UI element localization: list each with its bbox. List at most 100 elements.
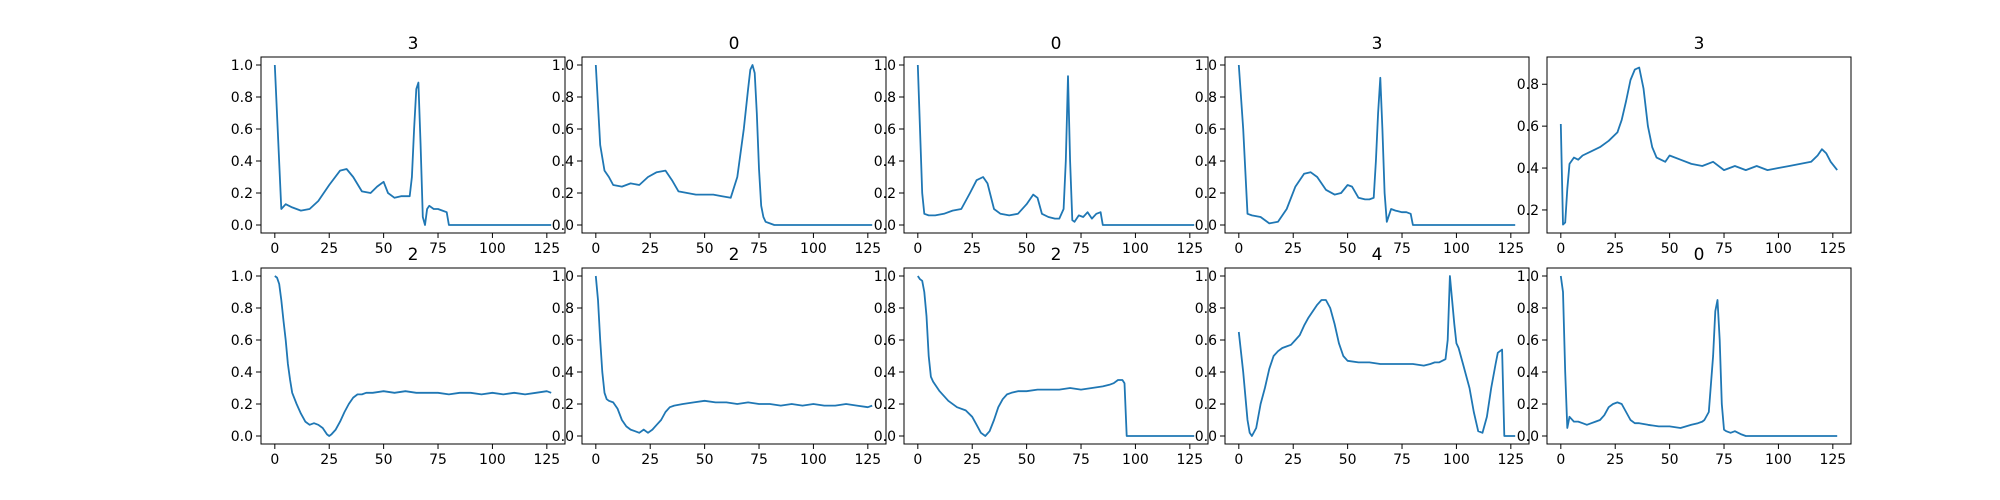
y-tick-label: 0.0 xyxy=(552,218,574,234)
x-tick-label: 50 xyxy=(375,452,393,468)
x-tick-label: 25 xyxy=(1284,452,1302,468)
y-tick-label: 1.0 xyxy=(231,269,253,285)
x-tick-label: 125 xyxy=(1497,452,1524,468)
series-line xyxy=(594,64,873,226)
y-tick-label: 0.8 xyxy=(1195,90,1217,106)
x-tick-label: 75 xyxy=(1072,241,1090,257)
subplot-title: 3 xyxy=(1694,34,1705,54)
y-tick-label: 0.2 xyxy=(1517,397,1539,413)
x-tick-label: 50 xyxy=(1339,241,1357,257)
x-tick-label: 75 xyxy=(429,452,447,468)
x-tick-label: 125 xyxy=(533,241,560,257)
x-tick-label: 100 xyxy=(1765,452,1792,468)
y-tick-label: 0.2 xyxy=(874,397,896,413)
y-tick-label: 1.0 xyxy=(231,58,253,74)
y-tick-label: 0.2 xyxy=(552,397,574,413)
y-tick-label: 0.2 xyxy=(1195,186,1217,202)
x-tick-label: 25 xyxy=(1606,452,1624,468)
x-tick-label: 75 xyxy=(429,241,447,257)
subplot-title: 2 xyxy=(408,245,419,265)
y-tick-label: 0.8 xyxy=(552,301,574,317)
subplot-3: 0 0 25 50 75 100 125 0.0 0.2 0.4 0.6 0.8 1.0 xyxy=(874,34,1209,257)
y-tick-label: 0.6 xyxy=(1517,333,1539,349)
y-tick-label: 0.4 xyxy=(552,154,574,170)
plot-frame xyxy=(903,56,1209,234)
y-tick-label: 0.4 xyxy=(874,154,896,170)
y-tick-label: 0.8 xyxy=(231,301,253,317)
y-tick-label: 0.8 xyxy=(1517,77,1539,93)
plot-frame xyxy=(260,56,566,234)
x-tick-label: 100 xyxy=(479,241,506,257)
plot-frame xyxy=(1224,56,1530,234)
x-tick-label: 25 xyxy=(641,241,659,257)
y-tick-label: 0.0 xyxy=(231,429,253,445)
y-tick-label: 1.0 xyxy=(552,269,574,285)
x-tick-label: 25 xyxy=(320,452,338,468)
series-line xyxy=(594,275,873,434)
x-tick-label: 75 xyxy=(750,452,768,468)
y-tick-label: 1.0 xyxy=(552,58,574,74)
series-line xyxy=(273,64,552,226)
series-line xyxy=(916,64,1195,226)
y-tick-label: 0.6 xyxy=(1195,333,1217,349)
y-tick-label: 1.0 xyxy=(874,58,896,74)
y-tick-label: 0.4 xyxy=(1517,161,1539,177)
x-tick-label: 50 xyxy=(1018,241,1036,257)
y-tick-label: 0.0 xyxy=(231,218,253,234)
y-tick-label: 0.4 xyxy=(874,365,896,381)
x-tick-label: 75 xyxy=(1715,241,1733,257)
x-tick-label: 125 xyxy=(1497,241,1524,257)
y-tick-label: 0.8 xyxy=(1195,301,1217,317)
subplot-title: 0 xyxy=(729,34,740,54)
subplot-2: 0 0 25 50 75 100 125 0.0 0.2 0.4 0.6 0.8 1.0 xyxy=(552,34,887,257)
x-tick-label: 100 xyxy=(1443,241,1470,257)
y-tick-label: 0.2 xyxy=(1517,203,1539,219)
x-tick-label: 25 xyxy=(641,452,659,468)
plot-frame xyxy=(903,267,1209,445)
y-tick-label: 0.6 xyxy=(874,333,896,349)
x-tick-label: 25 xyxy=(963,241,981,257)
x-tick-label: 25 xyxy=(320,241,338,257)
x-tick-label: 125 xyxy=(1176,241,1203,257)
x-tick-label: 50 xyxy=(1339,452,1357,468)
y-tick-label: 0.8 xyxy=(874,90,896,106)
x-tick-label: 100 xyxy=(800,241,827,257)
y-tick-label: 0.0 xyxy=(874,218,896,234)
y-tick-label: 0.6 xyxy=(874,122,896,138)
x-tick-label: 0 xyxy=(913,241,922,257)
y-tick-label: 0.6 xyxy=(1517,119,1539,135)
y-tick-label: 1.0 xyxy=(1195,269,1217,285)
series-line xyxy=(1559,66,1838,226)
x-tick-label: 75 xyxy=(1715,452,1733,468)
x-tick-label: 100 xyxy=(1765,241,1792,257)
series-line xyxy=(1559,275,1838,437)
subplot-title: 2 xyxy=(1051,245,1062,265)
x-tick-label: 100 xyxy=(800,452,827,468)
subplot-title: 0 xyxy=(1694,245,1705,265)
subplot-1: 3 0 25 50 75 100 125 0.0 0.2 0.4 0.6 0.8 1.0 xyxy=(231,34,566,257)
x-tick-label: 125 xyxy=(854,241,881,257)
y-tick-label: 0.6 xyxy=(552,122,574,138)
x-tick-label: 125 xyxy=(1176,452,1203,468)
subplot-4: 3 0 25 50 75 100 125 0.0 0.2 0.4 0.6 0.8 1.0 xyxy=(1195,34,1530,257)
y-tick-label: 0.6 xyxy=(231,122,253,138)
x-tick-label: 0 xyxy=(270,241,279,257)
x-tick-label: 125 xyxy=(533,452,560,468)
x-tick-label: 0 xyxy=(1234,452,1243,468)
y-tick-label: 0.0 xyxy=(1195,429,1217,445)
x-tick-label: 25 xyxy=(1606,241,1624,257)
y-tick-label: 0.0 xyxy=(1195,218,1217,234)
y-tick-label: 0.8 xyxy=(231,90,253,106)
x-tick-label: 0 xyxy=(270,452,279,468)
x-tick-label: 75 xyxy=(1393,241,1411,257)
series-line xyxy=(1237,64,1516,226)
x-tick-label: 0 xyxy=(591,452,600,468)
subplot-title: 2 xyxy=(729,245,740,265)
y-tick-label: 0.8 xyxy=(552,90,574,106)
subplot-5: 3 0 25 50 75 100 125 0.2 0.4 0.6 0.8 xyxy=(1517,34,1852,257)
x-tick-label: 0 xyxy=(591,241,600,257)
y-tick-label: 0.4 xyxy=(1195,365,1217,381)
y-tick-label: 0.0 xyxy=(874,429,896,445)
y-tick-label: 1.0 xyxy=(1195,58,1217,74)
